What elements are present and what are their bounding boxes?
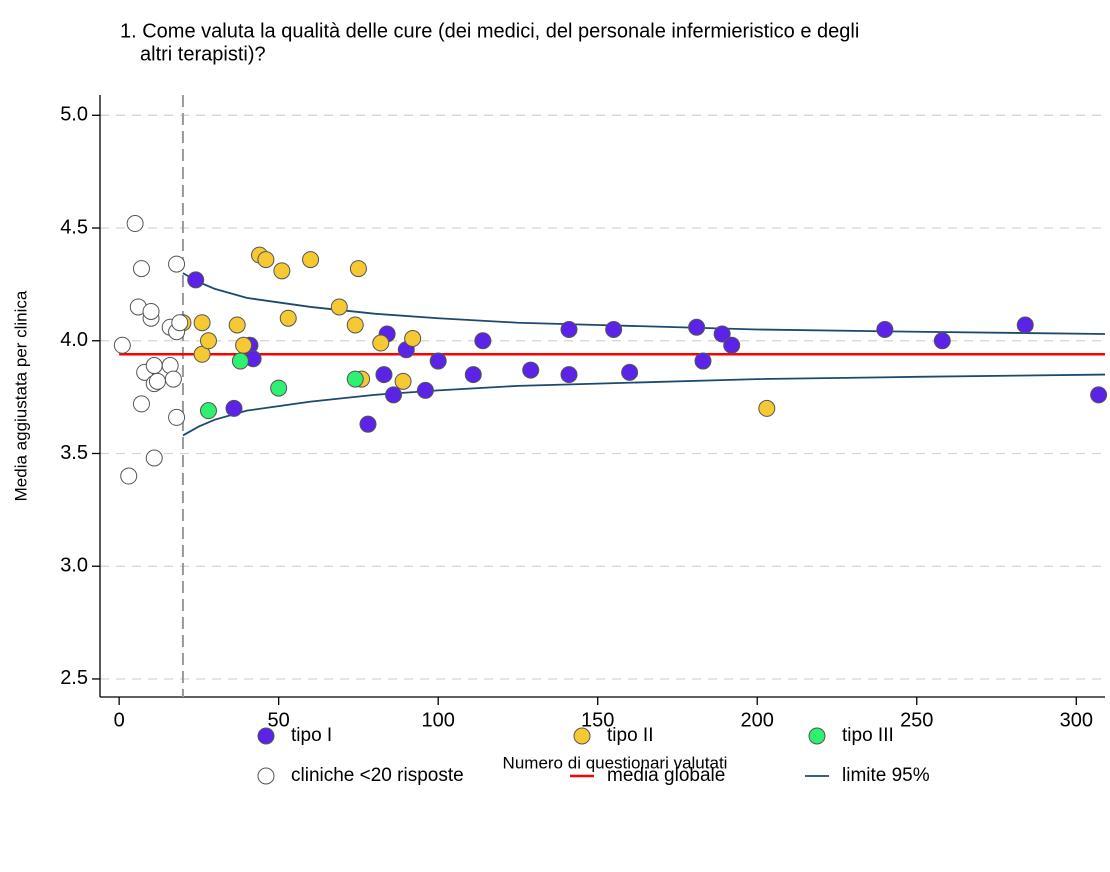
data-point bbox=[416, 381, 434, 399]
data-point bbox=[225, 399, 243, 417]
data-point bbox=[142, 302, 160, 320]
data-point bbox=[199, 332, 217, 350]
data-point bbox=[231, 352, 249, 370]
data-point bbox=[346, 370, 364, 388]
legend-marker bbox=[257, 767, 275, 785]
data-point bbox=[404, 330, 422, 348]
legend-marker bbox=[573, 727, 591, 745]
data-point bbox=[279, 309, 297, 327]
data-point bbox=[605, 320, 623, 338]
data-point bbox=[394, 372, 412, 390]
x-tick-label: 300 bbox=[1060, 709, 1093, 731]
data-point bbox=[474, 332, 492, 350]
legend-label: limite 95% bbox=[842, 765, 930, 786]
data-point bbox=[1016, 316, 1034, 334]
y-tick-label: 5.0 bbox=[60, 104, 88, 126]
data-point bbox=[120, 467, 138, 485]
legend-label: tipo III bbox=[842, 725, 894, 746]
data-point bbox=[187, 271, 205, 289]
data-point bbox=[723, 336, 741, 354]
y-tick-label: 2.5 bbox=[60, 667, 88, 689]
legend-label: tipo II bbox=[607, 725, 653, 746]
x-tick-label: 0 bbox=[114, 709, 125, 731]
x-tick-label: 150 bbox=[581, 709, 614, 731]
data-point bbox=[560, 320, 578, 338]
data-point bbox=[126, 215, 144, 233]
x-tick-label: 200 bbox=[741, 709, 774, 731]
data-point bbox=[359, 415, 377, 433]
legend-marker bbox=[257, 727, 275, 745]
data-point bbox=[235, 336, 253, 354]
data-point bbox=[876, 320, 894, 338]
data-point bbox=[257, 251, 275, 269]
legend-label: cliniche <20 risposte bbox=[291, 765, 464, 786]
data-point bbox=[522, 361, 540, 379]
chart-title: altri terapisti)? bbox=[140, 43, 266, 65]
data-point bbox=[148, 372, 166, 390]
data-point bbox=[164, 370, 182, 388]
data-point bbox=[375, 366, 393, 384]
y-tick-label: 4.0 bbox=[60, 329, 88, 351]
data-point bbox=[302, 251, 320, 269]
legend-label: media globale bbox=[607, 765, 725, 786]
data-point bbox=[933, 332, 951, 350]
y-tick-label: 3.5 bbox=[60, 442, 88, 464]
x-tick-label: 50 bbox=[268, 709, 290, 731]
y-axis-label: Media aggiustata per clinica bbox=[11, 290, 30, 501]
legend-marker bbox=[808, 727, 826, 745]
data-point bbox=[330, 298, 348, 316]
data-point bbox=[1090, 386, 1108, 404]
data-point bbox=[168, 408, 186, 426]
data-point bbox=[758, 399, 776, 417]
data-point bbox=[694, 352, 712, 370]
y-tick-label: 3.0 bbox=[60, 555, 88, 577]
data-point bbox=[349, 260, 367, 278]
data-point bbox=[199, 402, 217, 420]
data-point bbox=[168, 255, 186, 273]
data-point bbox=[145, 357, 163, 375]
series-line bbox=[182, 373, 1106, 437]
data-point bbox=[621, 363, 639, 381]
data-point bbox=[228, 316, 246, 334]
legend-label: tipo I bbox=[291, 725, 332, 746]
data-point bbox=[270, 379, 288, 397]
data-point bbox=[193, 314, 211, 332]
data-point bbox=[688, 318, 706, 336]
x-axis-label: Numero di questionari valutati bbox=[503, 753, 728, 772]
data-point bbox=[429, 352, 447, 370]
x-tick-label: 100 bbox=[422, 709, 455, 731]
data-point bbox=[273, 262, 291, 280]
data-point bbox=[346, 316, 364, 334]
data-point bbox=[372, 334, 390, 352]
x-tick-label: 250 bbox=[900, 709, 933, 731]
data-point bbox=[385, 386, 403, 404]
data-point bbox=[560, 366, 578, 384]
data-point bbox=[171, 314, 189, 332]
data-point bbox=[145, 449, 163, 467]
series-line bbox=[182, 272, 1106, 335]
data-point bbox=[132, 395, 150, 413]
y-tick-label: 4.5 bbox=[60, 216, 88, 238]
data-point bbox=[464, 366, 482, 384]
data-point bbox=[132, 260, 150, 278]
chart-title: 1. Come valuta la qualità delle cure (de… bbox=[120, 20, 859, 42]
data-point bbox=[113, 336, 131, 354]
data-point bbox=[713, 325, 731, 343]
